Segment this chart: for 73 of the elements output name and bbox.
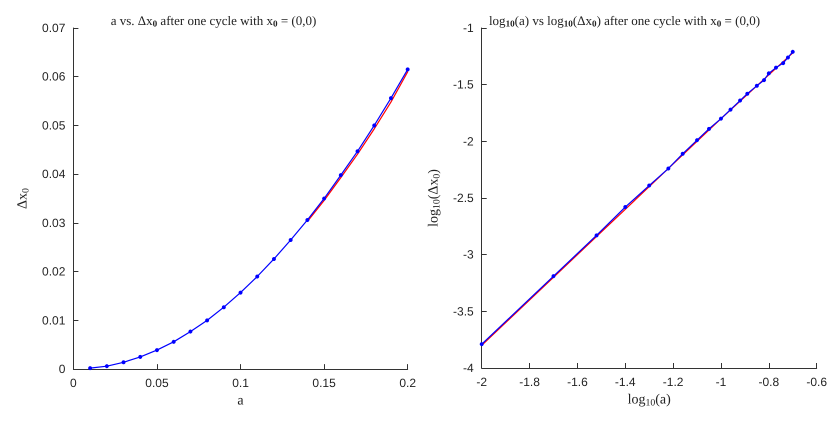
x-tick-label: 0.05 — [145, 376, 169, 390]
point — [666, 166, 670, 171]
point — [338, 173, 343, 178]
x-tick-label: 0.1 — [232, 376, 250, 390]
y-tick-label: 0.03 — [42, 216, 66, 230]
point — [754, 84, 759, 88]
point — [718, 116, 723, 121]
y-tick-label: 0.07 — [42, 21, 66, 35]
point — [406, 67, 410, 72]
y-tick-label: 0.06 — [42, 70, 66, 84]
point — [372, 123, 376, 128]
point — [738, 98, 742, 103]
y-tick-label: -1.5 — [453, 78, 474, 92]
point — [707, 126, 712, 131]
point — [104, 364, 109, 368]
point — [255, 274, 260, 279]
point — [552, 274, 556, 278]
point — [647, 184, 652, 188]
point — [188, 330, 192, 334]
y-tick-label: 0.01 — [42, 313, 66, 328]
y-axis-title: log10(Δx0) — [426, 168, 443, 227]
y-axis-title: Δx0 — [16, 188, 32, 210]
y-tick-label: 0.04 — [42, 167, 66, 182]
point — [623, 205, 628, 210]
point — [322, 196, 326, 201]
x-tick-label: 0 — [70, 376, 78, 390]
x-tick-label: -0.8 — [758, 374, 780, 389]
point — [88, 366, 92, 370]
point — [356, 149, 360, 154]
point — [728, 108, 733, 112]
y-tick-label: 0 — [58, 362, 66, 376]
point — [172, 340, 176, 344]
point — [272, 256, 276, 261]
point — [695, 138, 700, 142]
x-tick-label: -1.6 — [567, 374, 588, 389]
point — [762, 78, 766, 82]
point — [594, 233, 599, 238]
x-tick-label: -1.8 — [519, 374, 540, 389]
x-tick-label: -2 — [476, 374, 488, 389]
y-tick-label: -1 — [463, 21, 474, 35]
point — [745, 92, 750, 96]
point — [388, 96, 393, 100]
point — [138, 354, 142, 359]
point — [680, 152, 685, 156]
y-tick-label: 0.05 — [42, 118, 66, 132]
point — [781, 61, 786, 66]
y-tick-label: -3.5 — [453, 304, 474, 318]
x-axis-title: a — [237, 394, 244, 408]
x-tick-label: -1.2 — [662, 374, 684, 389]
y-tick-label: -2.5 — [453, 190, 474, 205]
chart-title: log10(a) vs log10(Δx0) after one cycle with x0 = (0,0) — [488, 12, 760, 28]
y-tick-label: -4 — [463, 360, 474, 375]
y-tick-label: -3 — [463, 248, 474, 262]
y-tick-label: -2 — [463, 134, 474, 148]
x-tick-label: -0.6 — [806, 374, 828, 389]
x-tick-label: 0.15 — [312, 376, 336, 390]
x-tick-label: 0.2 — [399, 376, 416, 390]
point — [222, 305, 226, 310]
point — [790, 50, 795, 54]
point — [288, 238, 293, 242]
chart-title: a vs. Δx0 after one cycle with x0 = (0,0) — [110, 12, 316, 28]
point — [154, 348, 159, 352]
point — [766, 71, 771, 76]
point — [774, 66, 778, 70]
point — [305, 218, 310, 222]
x-tick-label: -1.4 — [614, 374, 636, 389]
point — [122, 360, 126, 364]
x-tick-label: -1 — [716, 374, 727, 389]
point — [238, 290, 243, 295]
point — [480, 342, 484, 346]
point — [205, 318, 210, 322]
y-tick-label: 0.02 — [42, 264, 66, 279]
point — [786, 55, 790, 60]
